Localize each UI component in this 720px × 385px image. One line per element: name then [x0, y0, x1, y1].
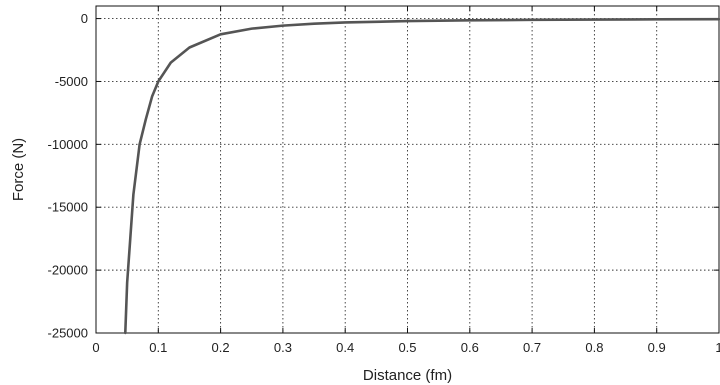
x-tick-label: 0.4: [336, 340, 354, 355]
y-tick-label: -25000: [48, 326, 88, 341]
x-tick-label: 1: [715, 340, 720, 355]
series-layer: [123, 17, 720, 335]
y-tick-labels: -25000 -20000 -15000 -10000 -5000 0: [48, 11, 88, 340]
x-tick-label: 0.8: [585, 340, 603, 355]
x-tick-labels: 0 0.1 0.2 0.3 0.4 0.5 0.6 0.7 0.8 0.9 1: [92, 340, 720, 355]
y-axis-title: Force (N): [10, 138, 27, 201]
x-tick-label: 0.2: [212, 340, 230, 355]
x-tick-label: 0: [92, 340, 99, 355]
x-tick-label: 0.1: [149, 340, 167, 355]
y-tick-label: -5000: [55, 74, 88, 89]
series-line: [123, 17, 720, 335]
y-tick-label: -15000: [48, 200, 88, 215]
grid-lines: [96, 6, 719, 333]
y-tick-label: -10000: [48, 137, 88, 152]
x-tick-label: 0.5: [398, 340, 416, 355]
y-tick-label: -20000: [48, 263, 88, 278]
x-tick-label: 0.7: [523, 340, 541, 355]
x-axis-title: Distance (fm): [363, 367, 452, 384]
y-tick-label: 0: [81, 11, 88, 26]
x-tick-label: 0.6: [461, 340, 479, 355]
x-tick-label: 0.9: [648, 340, 666, 355]
x-tick-label: 0.3: [274, 340, 292, 355]
